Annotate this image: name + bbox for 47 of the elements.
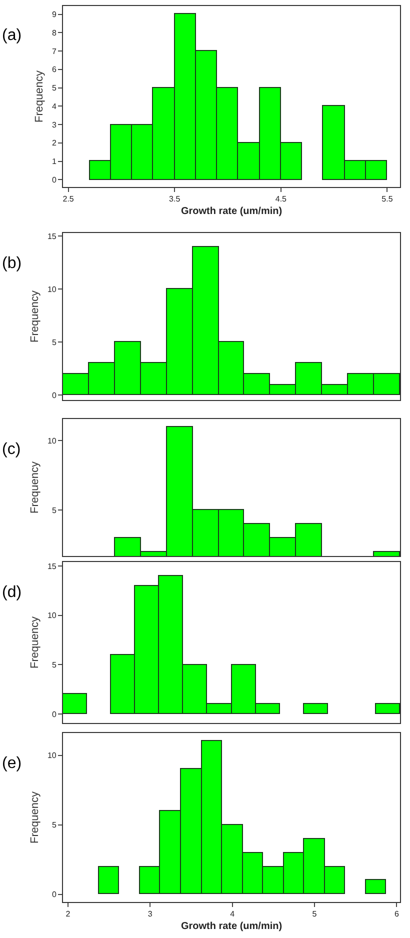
y-tick-label: 5 — [52, 820, 57, 830]
y-tick-label: 7 — [52, 46, 57, 56]
y-tick-label: 9 — [52, 10, 57, 20]
x-axis-title: Growth rate (um/min) — [180, 206, 282, 218]
x-axis-title: Growth rate (um/min) — [180, 921, 282, 932]
y-tick-label: 15 — [47, 562, 57, 571]
y-axis-title: Frequency — [29, 616, 42, 668]
text: (b) — [2, 255, 22, 272]
y-tick-label: 10 — [47, 436, 57, 446]
x-tick-label: 4 — [230, 910, 236, 919]
text: (d) — [2, 584, 22, 601]
y-axis-title: Frequency — [34, 70, 46, 122]
y-tick-label: 10 — [47, 751, 57, 760]
x-tick-label: 5.5 — [382, 194, 394, 204]
y-tick-label: 2 — [52, 138, 57, 148]
text: (c) — [2, 441, 21, 458]
y-tick-label: 0 — [52, 710, 57, 719]
bar — [303, 703, 328, 714]
x-tick-label: 4.5 — [275, 194, 288, 204]
y-tick-label: 5 — [52, 84, 57, 93]
y-tick-label: 0 — [52, 175, 57, 184]
y-tick-label: 8 — [52, 28, 57, 38]
text: (a) — [2, 27, 22, 44]
y-tick-label: 5 — [52, 506, 57, 515]
y-tick-label: 10 — [47, 611, 57, 620]
y-tick-label: 6 — [52, 65, 57, 74]
x-tick-label: 5 — [312, 910, 318, 919]
x-tick-label: 3.5 — [169, 194, 181, 204]
y-tick-label: 4 — [52, 102, 57, 111]
y-axis-title: Frequency — [29, 461, 42, 514]
x-tick-label: 3 — [148, 910, 153, 919]
bar — [63, 693, 87, 714]
y-tick-label: 10 — [47, 285, 57, 294]
y-tick-label: 5 — [52, 660, 57, 670]
y-axis-title: Frequency — [29, 290, 42, 342]
y-axis-title: Frequency — [29, 791, 42, 844]
y-tick-label: 3 — [52, 120, 57, 130]
x-tick-label: 2.5 — [62, 194, 74, 204]
x-tick-label: 6 — [394, 910, 400, 919]
y-tick-label: 0 — [52, 391, 57, 400]
text: (e) — [2, 755, 22, 772]
y-tick-label: 1 — [52, 157, 57, 166]
y-tick-label: 0 — [52, 890, 57, 900]
x-tick-label: 2 — [66, 910, 71, 919]
y-tick-label: 5 — [52, 338, 57, 348]
bar — [375, 703, 400, 714]
y-tick-label: 15 — [47, 232, 57, 241]
